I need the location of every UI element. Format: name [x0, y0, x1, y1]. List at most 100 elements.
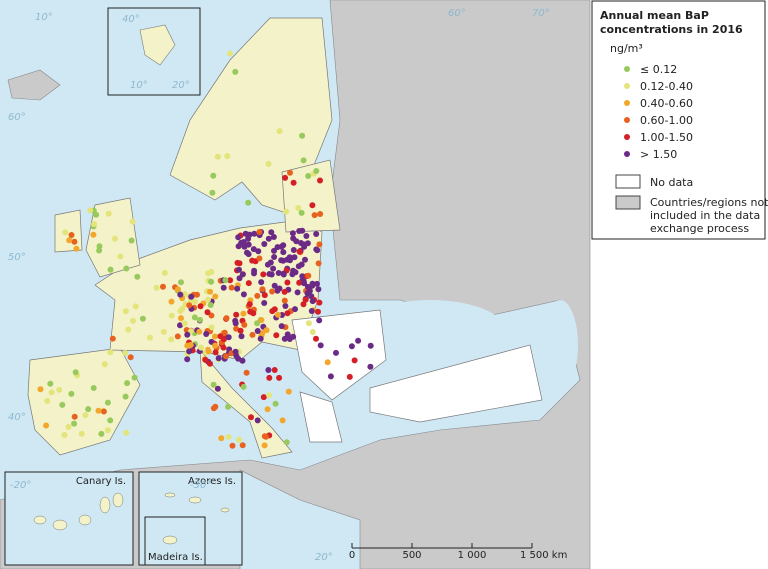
station-dot: [168, 336, 175, 343]
black-sea: [355, 300, 505, 360]
station-dot: [282, 303, 289, 309]
station-dot: [228, 284, 235, 291]
legend-label: included in the data: [650, 209, 760, 222]
station-dot: [196, 316, 203, 323]
station-dot: [123, 265, 130, 272]
station-dot: [314, 247, 321, 254]
station-dot: [215, 355, 222, 362]
station-dot: [271, 282, 278, 289]
inset-label: Canary Is.: [76, 476, 126, 487]
svalbard: [139, 24, 176, 66]
station-dot: [66, 237, 73, 244]
station-dot: [298, 240, 304, 246]
station-dot: [273, 332, 280, 339]
legend-label: ≤ 0.12: [640, 63, 677, 76]
station-dot: [188, 293, 195, 300]
station-dot: [254, 328, 261, 334]
inset-label: Madeira Is.: [148, 552, 203, 563]
station-dot: [65, 424, 72, 430]
station-dot: [96, 243, 103, 250]
station-dot: [132, 303, 139, 310]
scale-label: 1 000: [458, 550, 487, 561]
station-dot: [309, 202, 316, 209]
station-dot: [281, 288, 288, 295]
station-dot: [236, 436, 242, 443]
station-dot: [267, 259, 274, 266]
station-dot: [240, 239, 247, 245]
station-dot: [367, 363, 374, 370]
station-dot: [281, 297, 288, 304]
station-dot: [239, 442, 246, 449]
station-dot: [240, 383, 247, 390]
station-dot: [224, 153, 231, 160]
station-dot: [258, 279, 265, 286]
scale-bar: 0 500 1 000 1 500 km: [349, 543, 567, 561]
station-dot: [315, 260, 322, 267]
station-dot: [251, 270, 257, 277]
station-dot: [241, 321, 248, 328]
station-dot: [233, 352, 240, 359]
station-dot: [261, 442, 268, 449]
graticule-label: 20°: [315, 552, 333, 563]
station-dot: [221, 329, 228, 336]
station-dot: [303, 233, 310, 239]
station-dot: [242, 230, 249, 237]
station-dot: [263, 327, 270, 334]
station-dot: [188, 328, 194, 335]
station-dot: [283, 208, 290, 215]
station-dot: [302, 296, 309, 303]
station-dot: [284, 310, 291, 317]
station-dot: [245, 280, 252, 287]
station-dot: [317, 342, 324, 349]
station-dot: [259, 330, 266, 337]
station-dot: [283, 439, 290, 446]
station-dot: [291, 254, 298, 261]
legend-dot: [624, 83, 630, 89]
station-dot: [276, 285, 283, 292]
station-dot: [48, 389, 55, 396]
station-dot: [207, 302, 214, 308]
station-dot: [90, 385, 97, 391]
station-dot: [294, 289, 301, 296]
station-dot: [346, 373, 353, 380]
turkey: [369, 344, 543, 423]
legend-label: exchange process: [650, 222, 749, 235]
station-dot: [245, 251, 252, 258]
station-dot: [68, 390, 75, 397]
station-dot: [316, 241, 323, 248]
station-dot: [290, 179, 297, 186]
station-dot: [281, 335, 288, 342]
station-dot: [275, 270, 282, 276]
station-dot: [202, 356, 209, 363]
station-dot: [261, 292, 268, 299]
station-dot: [284, 331, 291, 338]
station-dot: [177, 322, 183, 329]
station-dot: [87, 207, 94, 214]
station-dot: [298, 261, 305, 268]
station-dot: [309, 329, 316, 335]
legend-label: > 1.50: [640, 148, 677, 161]
station-dot: [205, 348, 212, 355]
station-dot: [122, 393, 129, 400]
station-dot: [309, 280, 316, 287]
station-dot: [309, 298, 316, 305]
station-dot: [308, 308, 315, 314]
station-dot: [276, 128, 283, 135]
station-dot: [112, 235, 118, 242]
station-dot: [313, 231, 320, 237]
graticule-label: 70°: [532, 8, 550, 19]
station-dot: [128, 237, 135, 244]
station-dot: [174, 333, 181, 340]
station-dot: [107, 349, 114, 356]
station-dot: [258, 317, 265, 323]
station-dot: [101, 361, 108, 368]
station-dot: [311, 212, 318, 219]
station-dot: [269, 288, 276, 295]
legend-classes: ≤ 0.12 0.12-0.40 0.40-0.60 0.60-1.00 1.00-1.…: [624, 63, 693, 161]
station-dot: [61, 432, 68, 438]
station-dot: [255, 248, 262, 255]
station-dot: [259, 286, 266, 293]
station-dot: [302, 256, 308, 263]
station-dot: [78, 430, 85, 437]
station-dot: [160, 283, 166, 290]
